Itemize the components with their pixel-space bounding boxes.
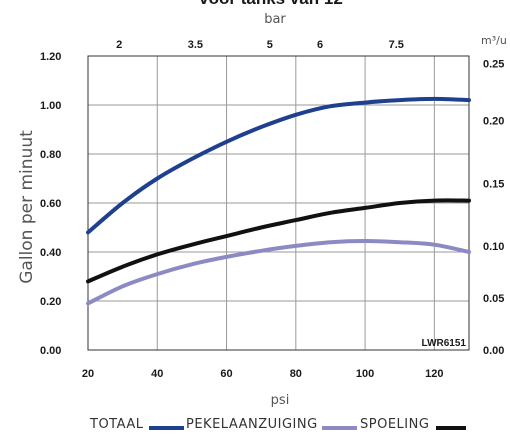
top-tick-label: 2 — [116, 39, 122, 51]
legend: TOTAAL PEKELAANZUIGING SPOELING — [89, 417, 466, 432]
top-axis-label: bar — [264, 12, 286, 27]
top-tick-label: 3.5 — [188, 39, 203, 51]
right-axis-label: m³/u — [481, 34, 507, 47]
x-tick-label: 60 — [220, 368, 232, 380]
right-tick-label: 0.00 — [483, 345, 504, 357]
x-axis-label: psi — [271, 393, 290, 408]
series-line-totaal — [86, 198, 471, 284]
legend-label-spoeling: SPOELING — [360, 417, 429, 432]
tick-labels: 0.00 0.20 0.40 0.60 0.80 1.00 1.20 20 40 60 80 100 1… — [40, 39, 504, 380]
series-line-spoeling — [86, 238, 471, 306]
x-tick-label: 80 — [290, 368, 302, 380]
y-tick-label: 0.20 — [40, 296, 61, 308]
top-tick-label: 6 — [317, 39, 323, 51]
x-tick-label: 40 — [151, 368, 163, 380]
legend-label-pekelaanzuiging: PEKELAANZUIGING — [186, 417, 318, 432]
right-tick-label: 0.20 — [483, 116, 504, 128]
right-tick-label: 0.25 — [483, 58, 504, 70]
x-tick-label: 120 — [425, 368, 443, 380]
top-tick-label: 5 — [267, 39, 273, 51]
right-tick-label: 0.15 — [483, 178, 504, 190]
plot-frame — [87, 55, 470, 351]
y-tick-label: 0.40 — [40, 247, 61, 259]
y-tick-label: 1.00 — [40, 100, 61, 112]
y-tick-label: 0.60 — [40, 198, 61, 210]
y-axis-label: Gallon per minuut — [17, 130, 37, 284]
series-line-pekelaanzuiging — [86, 96, 471, 235]
model-annotation: LWR6151 — [422, 338, 467, 349]
y-tick-label: 0.80 — [40, 149, 61, 161]
right-tick-label: 0.05 — [483, 293, 504, 305]
legend-label-totaal: TOTAAL — [89, 417, 144, 432]
y-tick-label: 1.20 — [40, 51, 61, 63]
y-tick-label: 0.00 — [40, 345, 61, 357]
top-tick-label: 7.5 — [389, 39, 404, 51]
right-tick-label: 0.10 — [483, 241, 504, 253]
x-tick-label: 100 — [356, 368, 374, 380]
series-lines — [86, 96, 471, 306]
chart-title: voor tanks van 12" — [199, 0, 351, 8]
grid — [87, 55, 469, 351]
x-tick-label: 20 — [82, 368, 94, 380]
